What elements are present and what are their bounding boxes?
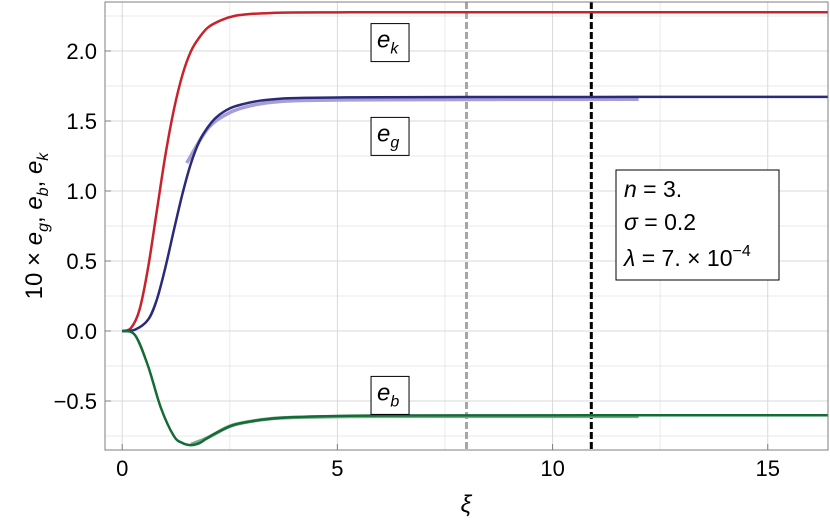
- y-tick-label: 0.5: [66, 249, 97, 274]
- x-tick-label: 10: [540, 456, 564, 481]
- param-lambda: λ = 7. × 10−4: [622, 243, 751, 271]
- reference-curves: [185, 97, 639, 447]
- curve-label-b: eb: [377, 379, 399, 410]
- curve-label-box: [370, 375, 410, 415]
- x-ticks: 0 5 10 15: [116, 444, 780, 481]
- series-e_g: [122, 95, 829, 333]
- param-n: n = 3.: [624, 176, 682, 202]
- x-tick-label: 5: [331, 456, 343, 481]
- y-tick-label: 1.5: [66, 109, 97, 134]
- x-tick-label: 0: [116, 456, 128, 481]
- plot-frame: [104, 1, 829, 451]
- x-tick-label: 15: [756, 456, 780, 481]
- y-axis-label-prefix: 10 ×: [21, 245, 48, 299]
- y-tick-label: 1.0: [66, 179, 97, 204]
- y-ticks: −0.5 0.0 0.5 1.0 1.5 2.0: [54, 39, 111, 414]
- series-e_k: [121, 10, 828, 333]
- y-tick-label: 2.0: [66, 39, 97, 64]
- curve-label-box: [370, 23, 410, 63]
- y-tick-label: 0.0: [66, 319, 97, 344]
- y-axis-label: 10 × eg, eb, ek: [21, 152, 52, 300]
- parameter-box: n = 3. σ = 0.2 λ = 7. × 10−4: [615, 169, 780, 281]
- curve-labels: ek eg eb: [370, 23, 410, 415]
- y-tick-label: −0.5: [54, 389, 97, 414]
- curve-label-g: eg: [377, 120, 399, 151]
- param-sigma: σ = 0.2: [624, 209, 696, 235]
- vertical-lines: [465, 2, 593, 450]
- curve-label-box: [370, 116, 410, 156]
- series-curves: [121, 10, 829, 447]
- series-e_b: [121, 329, 829, 447]
- series-e_g-reference: [185, 97, 639, 164]
- x-axis-label: ξ: [461, 491, 473, 518]
- curve-label-k: ek: [377, 27, 399, 58]
